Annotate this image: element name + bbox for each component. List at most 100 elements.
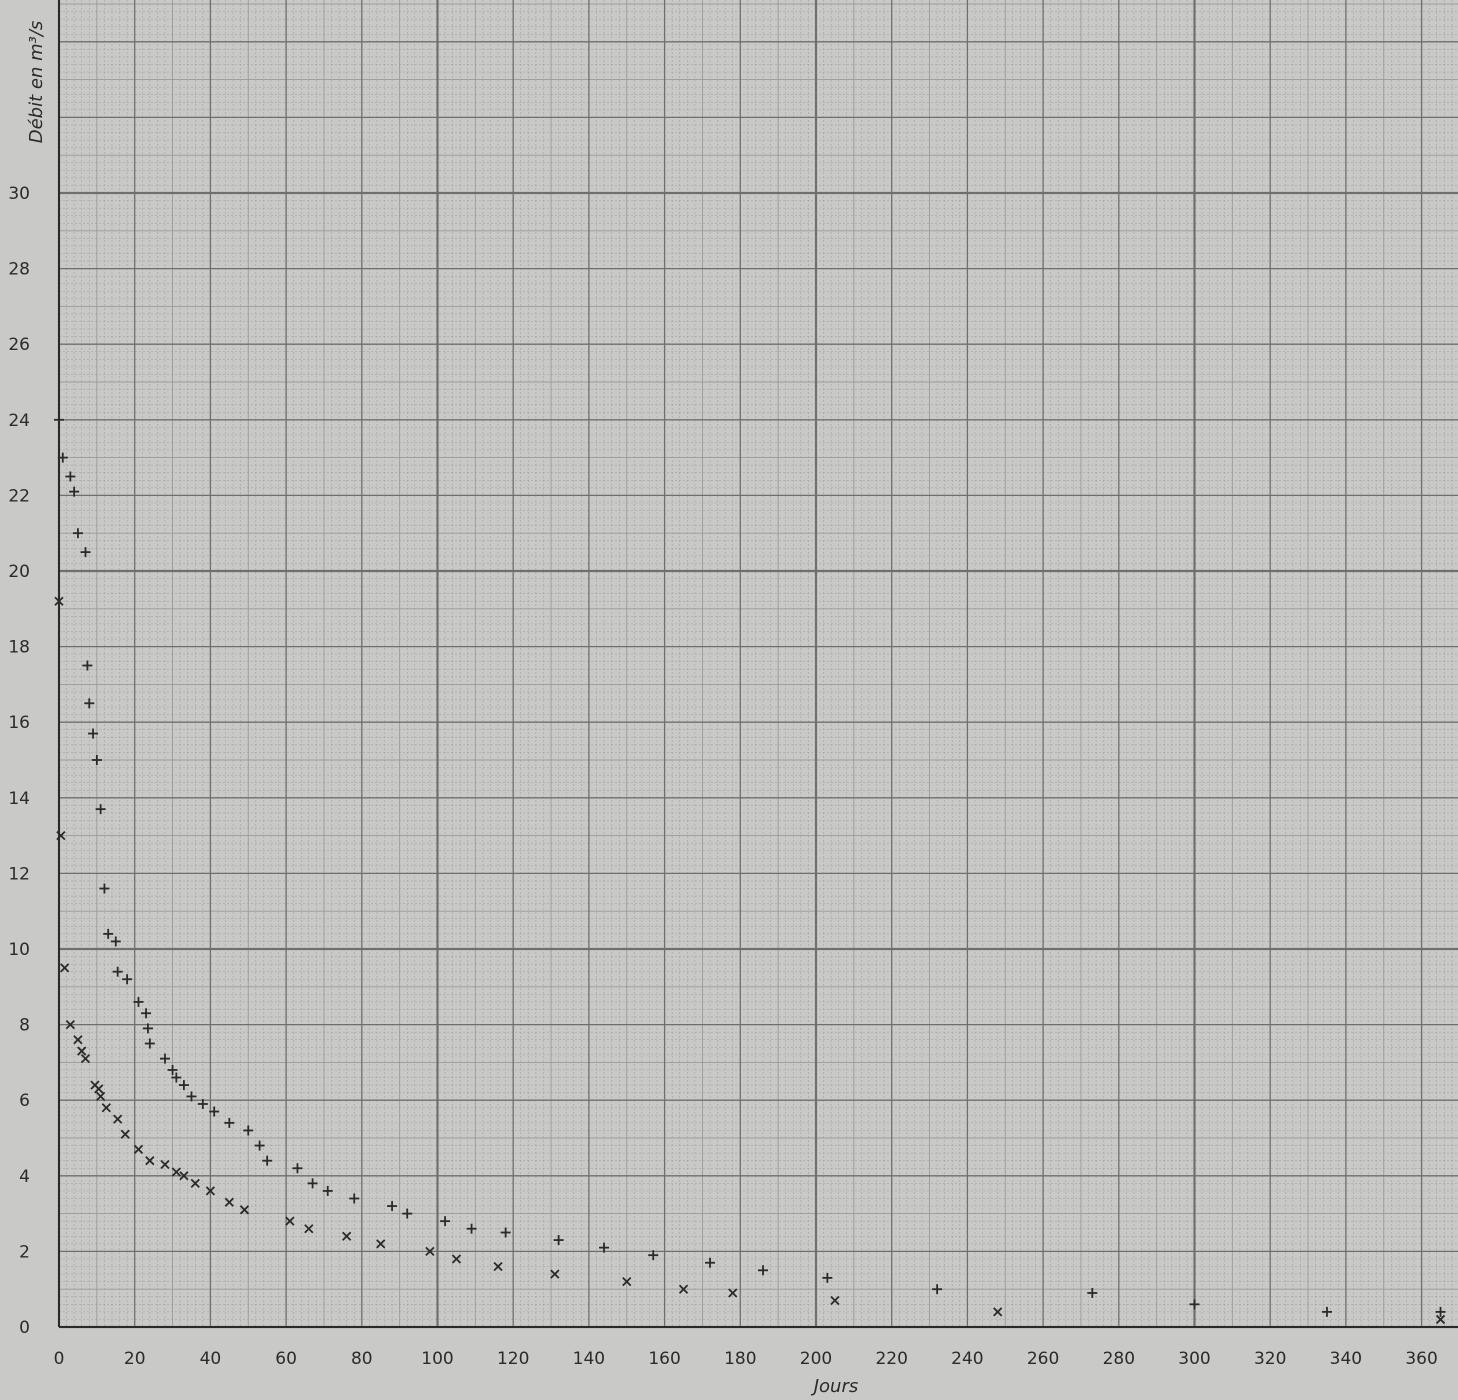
- data-point-plus: [349, 1193, 360, 1204]
- x-tick-label: 180: [724, 1349, 756, 1369]
- x-tick-label: 140: [573, 1349, 605, 1369]
- y-tick-label: 26: [8, 335, 30, 355]
- data-point-plus: [387, 1201, 398, 1212]
- data-point-plus: [254, 1140, 265, 1151]
- data-point-plus: [142, 1023, 153, 1034]
- data-point-cross: [239, 1205, 250, 1215]
- data-point-plus: [440, 1216, 451, 1227]
- data-point-plus: [69, 486, 80, 497]
- data-point-cross: [550, 1269, 560, 1279]
- data-point-cross: [376, 1239, 386, 1249]
- data-point-plus: [178, 1080, 189, 1091]
- data-point-cross: [73, 1035, 83, 1045]
- data-point-cross: [54, 596, 64, 606]
- data-point-plus: [705, 1257, 716, 1268]
- data-points: [54, 414, 1446, 1325]
- data-point-plus: [84, 698, 95, 709]
- data-point-plus: [822, 1272, 833, 1283]
- data-point-cross: [133, 1144, 144, 1154]
- data-point-cross: [94, 1084, 104, 1094]
- data-point-plus: [1321, 1306, 1332, 1317]
- data-point-cross: [80, 1053, 91, 1064]
- data-point-plus: [262, 1155, 273, 1166]
- y-tick-label: 6: [19, 1091, 30, 1111]
- y-tick-label: 24: [8, 411, 30, 431]
- data-point-plus: [99, 883, 110, 894]
- data-point-plus: [72, 528, 83, 539]
- data-point-cross: [993, 1307, 1003, 1317]
- data-point-plus: [144, 1038, 155, 1049]
- data-point-plus: [292, 1163, 303, 1174]
- data-point-plus: [54, 414, 64, 425]
- data-point-cross: [65, 1019, 75, 1030]
- data-point-plus: [110, 936, 121, 947]
- x-tick-label: 20: [124, 1349, 146, 1369]
- y-tick-label: 20: [8, 562, 30, 582]
- data-point-plus: [322, 1185, 333, 1196]
- data-point-plus: [553, 1235, 564, 1246]
- data-point-plus: [186, 1091, 197, 1102]
- y-tick-label: 18: [8, 638, 30, 658]
- data-point-cross: [678, 1284, 689, 1294]
- x-tick-label: 360: [1405, 1349, 1437, 1369]
- data-point-cross: [120, 1129, 130, 1139]
- data-point-cross: [728, 1288, 738, 1298]
- y-tick-label: 28: [8, 260, 30, 280]
- x-tick-label: 80: [351, 1349, 373, 1369]
- x-tick-label: 260: [1027, 1349, 1059, 1369]
- x-tick-label: 0: [54, 1349, 65, 1369]
- data-point-plus: [112, 966, 123, 977]
- data-point-cross: [224, 1197, 234, 1207]
- data-point-cross: [113, 1114, 123, 1124]
- data-point-plus: [224, 1117, 235, 1128]
- data-point-plus: [65, 471, 76, 482]
- x-axis-title: Jours: [811, 1376, 859, 1397]
- x-tick-label: 120: [497, 1349, 529, 1369]
- data-point-cross: [493, 1261, 503, 1272]
- data-point-plus: [141, 1008, 152, 1019]
- data-point-plus: [758, 1265, 769, 1276]
- y-tick-label: 4: [19, 1167, 30, 1187]
- y-tick-label: 8: [19, 1016, 30, 1036]
- data-point-cross: [179, 1171, 189, 1181]
- data-point-plus: [103, 928, 114, 939]
- data-point-plus: [171, 1072, 182, 1083]
- x-tick-label: 60: [275, 1349, 297, 1369]
- data-point-plus: [402, 1208, 413, 1219]
- data-point-plus: [648, 1250, 659, 1261]
- data-point-plus: [133, 996, 144, 1007]
- data-point-cross: [622, 1277, 632, 1287]
- data-point-cross: [171, 1167, 181, 1177]
- data-point-plus: [466, 1223, 477, 1234]
- data-point-cross: [304, 1224, 314, 1234]
- data-point-plus: [932, 1284, 943, 1295]
- data-point-plus: [167, 1064, 178, 1075]
- y-tick-label: 16: [8, 713, 30, 733]
- data-point-cross: [190, 1178, 200, 1188]
- data-point-plus: [209, 1106, 220, 1117]
- data-point-cross: [77, 1046, 87, 1056]
- data-point-plus: [122, 974, 133, 985]
- data-point-cross: [205, 1186, 216, 1196]
- y-tick-label: 22: [8, 486, 30, 506]
- data-point-cross: [451, 1254, 462, 1264]
- y-tick-label: 2: [19, 1242, 30, 1262]
- data-point-cross: [56, 830, 66, 841]
- x-tick-label: 240: [951, 1349, 983, 1369]
- data-point-cross: [101, 1103, 111, 1113]
- data-point-plus: [82, 660, 93, 671]
- y-tick-label: 10: [8, 940, 30, 960]
- data-point-cross: [285, 1216, 295, 1226]
- data-point-plus: [91, 755, 102, 765]
- y-tick-label: 30: [8, 184, 30, 204]
- x-axis-ticks: 0 20 40 60 80 100 120 140 160 180 200 220 240 260 280 3…: [54, 1349, 1438, 1369]
- x-tick-label: 280: [1103, 1349, 1135, 1369]
- data-point-cross: [60, 963, 70, 973]
- data-point-plus: [95, 804, 106, 815]
- x-tick-label: 40: [200, 1349, 222, 1369]
- y-axis-title: Débit en m³/s: [26, 21, 47, 144]
